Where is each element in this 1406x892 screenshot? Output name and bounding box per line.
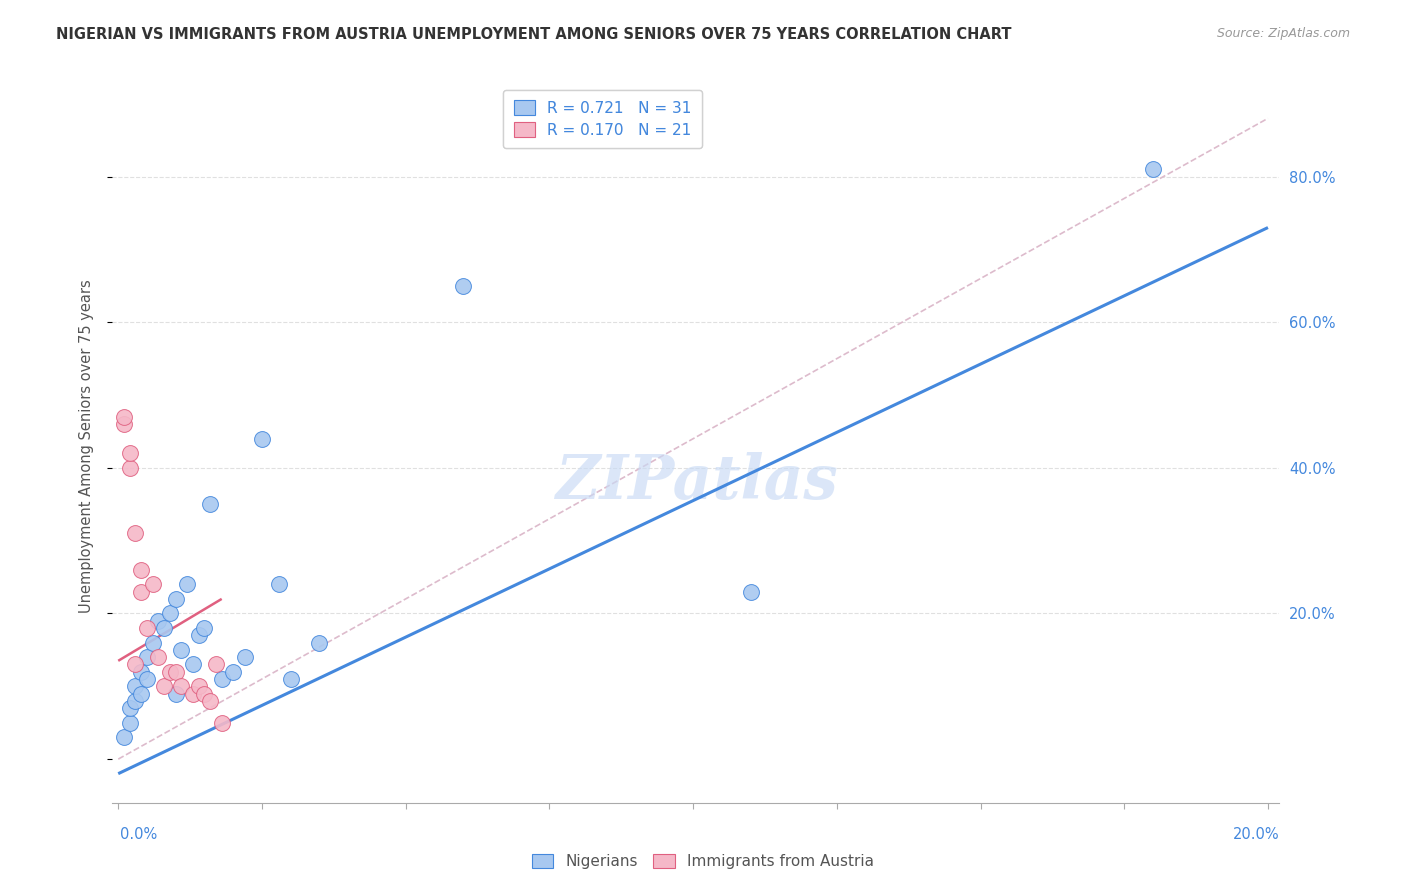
Point (159, 665, 181, 679)
Point (118, 460, 141, 475)
Point (165, 665, 187, 679)
Point (200, 694, 222, 708)
Point (118, 701, 141, 715)
Point (308, 635, 330, 649)
Point (250, 432, 273, 446)
Point (181, 687, 204, 701)
Point (129, 584, 152, 599)
Point (136, 650, 159, 665)
Point (112, 731, 135, 745)
Point (193, 687, 215, 701)
Point (148, 614, 170, 628)
Point (222, 665, 245, 679)
Point (211, 672, 233, 686)
Point (136, 672, 159, 686)
Point (269, 577, 291, 591)
Point (129, 665, 152, 679)
Point (118, 446, 141, 460)
Point (200, 497, 222, 511)
Point (170, 643, 193, 657)
Point (740, 584, 762, 599)
Point (170, 679, 193, 693)
Point (280, 672, 302, 686)
Point (165, 591, 187, 606)
Point (112, 409, 135, 424)
Point (124, 694, 146, 708)
Point (176, 577, 198, 591)
Text: NIGERIAN VS IMMIGRANTS FROM AUSTRIA UNEMPLOYMENT AMONG SENIORS OVER 75 YEARS COR: NIGERIAN VS IMMIGRANTS FROM AUSTRIA UNEM… (56, 27, 1012, 42)
Point (1142, 162, 1164, 177)
Point (136, 621, 159, 635)
Point (112, 417, 135, 432)
Point (118, 715, 141, 730)
Text: 0.0%: 0.0% (120, 827, 156, 841)
Point (142, 635, 165, 649)
Text: Source: ZipAtlas.com: Source: ZipAtlas.com (1216, 27, 1350, 40)
Point (159, 607, 181, 621)
Text: ZIPatlas: ZIPatlas (554, 451, 838, 512)
Point (153, 621, 176, 635)
Legend: Nigerians, Immigrants from Austria: Nigerians, Immigrants from Austria (526, 847, 880, 875)
Point (187, 628, 209, 642)
Point (129, 687, 152, 701)
Point (129, 563, 152, 577)
Point (142, 577, 165, 591)
Point (211, 715, 233, 730)
Point (181, 657, 204, 672)
Y-axis label: Unemployment Among Seniors over 75 years: Unemployment Among Seniors over 75 years (79, 279, 94, 613)
Point (187, 679, 209, 693)
Point (451, 278, 474, 293)
Point (193, 621, 215, 635)
Point (124, 679, 146, 693)
Point (124, 526, 146, 541)
Point (233, 650, 256, 665)
Point (124, 657, 146, 672)
Point (205, 657, 228, 672)
Point (153, 679, 176, 693)
Legend: R = 0.721   N = 31, R = 0.170   N = 21: R = 0.721 N = 31, R = 0.170 N = 21 (503, 90, 703, 148)
Point (165, 687, 187, 701)
Text: 20.0%: 20.0% (1233, 827, 1279, 841)
Point (148, 650, 170, 665)
